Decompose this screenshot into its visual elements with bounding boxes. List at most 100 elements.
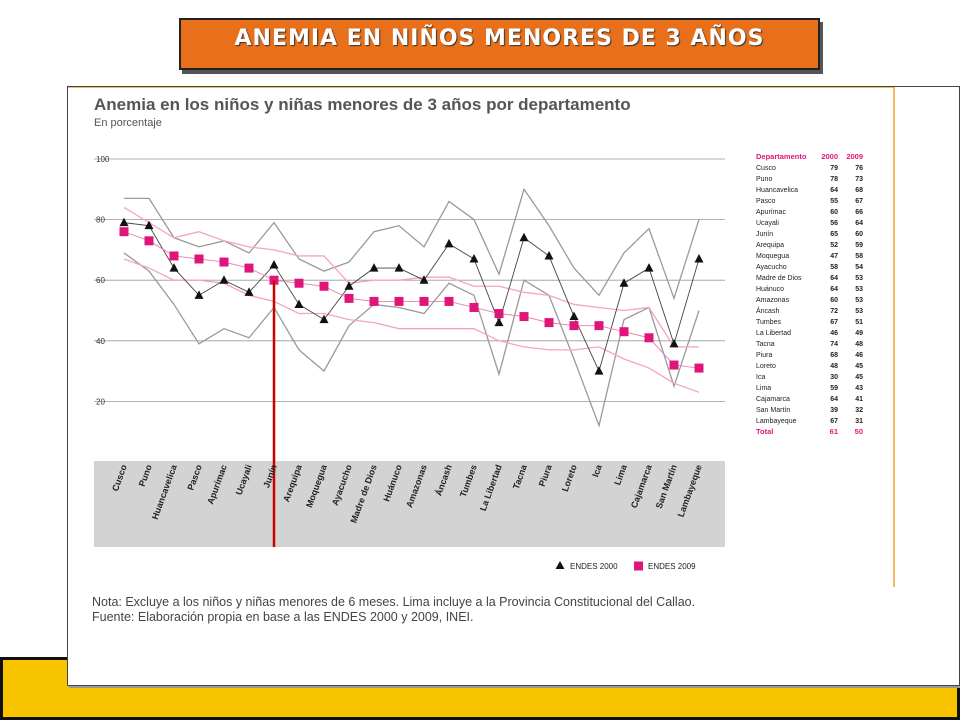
table-cell-2000: 64 bbox=[830, 286, 838, 293]
point-2000-Arequipa bbox=[294, 299, 304, 308]
table-cell-departamento: Arequipa bbox=[756, 242, 784, 249]
table-cell-2009: 46 bbox=[855, 352, 863, 359]
point-2000-Apurímac bbox=[219, 275, 229, 284]
table-total-2009: 50 bbox=[855, 427, 863, 436]
table-cell-2000: 79 bbox=[830, 165, 838, 172]
ci-2009-upper-line bbox=[123, 206, 699, 348]
table-cell-2000: 47 bbox=[830, 253, 838, 260]
table-cell-2009: 53 bbox=[855, 297, 863, 304]
table-cell-2009: 48 bbox=[855, 341, 863, 348]
point-2000-Huánuco bbox=[394, 263, 404, 272]
chart-notes: Nota: Excluye a los niños y niñas menore… bbox=[92, 595, 695, 625]
line-chart: 20 40 60 80 100 Cusco Puno Huancavelica Pasco Apu… bbox=[68, 87, 895, 587]
point-2009-Piura bbox=[544, 318, 554, 328]
table-cell-2000: 60 bbox=[830, 297, 838, 304]
table-cell-2009: 45 bbox=[855, 363, 863, 370]
table-cell-2009: 54 bbox=[855, 264, 863, 271]
table-cell-departamento: Amazonas bbox=[756, 297, 790, 304]
table-cell-2000: 78 bbox=[830, 176, 838, 183]
point-2009-La Libertad bbox=[494, 309, 504, 319]
table-cell-2009: 53 bbox=[855, 275, 863, 282]
table-cell-departamento: Pasco bbox=[756, 198, 776, 205]
point-2009-Cusco bbox=[119, 227, 129, 237]
table-cell-departamento: Loreto bbox=[756, 363, 776, 370]
point-2009-Apurímac bbox=[219, 257, 229, 267]
table-cell-2000: 46 bbox=[830, 330, 838, 337]
table-cell-departamento: Cusco bbox=[756, 165, 776, 172]
table-cell-2000: 58 bbox=[830, 264, 838, 271]
table-cell-departamento: Puno bbox=[756, 176, 772, 183]
point-2009-Áncash bbox=[444, 296, 454, 306]
table-cell-2009: 45 bbox=[855, 374, 863, 381]
point-2000-Piura bbox=[544, 250, 554, 260]
point-2000-Amazonas bbox=[419, 275, 429, 284]
x-tick-label: Ica bbox=[590, 462, 604, 478]
table-cell-2009: 51 bbox=[855, 319, 863, 326]
series-2009-line bbox=[123, 231, 700, 369]
table-cell-departamento: Lambayeque bbox=[756, 418, 797, 425]
y-tick-label: 100 bbox=[96, 155, 110, 164]
point-2009-Lima bbox=[619, 327, 629, 337]
point-2000-Ica bbox=[594, 366, 604, 375]
point-2000-Huancavelica bbox=[169, 263, 179, 272]
legend-label-2009: ENDES 2009 bbox=[648, 562, 696, 571]
table-cell-2000: 67 bbox=[830, 418, 838, 425]
point-2000-Madre de Dios bbox=[369, 263, 379, 272]
legend-marker-2009 bbox=[634, 561, 643, 571]
point-2000-Cusco bbox=[119, 217, 129, 227]
point-2009-Loreto bbox=[569, 321, 579, 331]
table-cell-2000: 72 bbox=[830, 308, 838, 315]
point-2000-Cajamarca bbox=[644, 263, 654, 272]
table-cell-2009: 76 bbox=[855, 165, 863, 172]
point-2000-Lima bbox=[619, 278, 629, 287]
table-cell-2009: 58 bbox=[855, 253, 863, 260]
table-cell-2000: 39 bbox=[830, 407, 838, 414]
table-cell-2000: 65 bbox=[830, 231, 838, 238]
table-cell-2009: 60 bbox=[855, 231, 863, 238]
table-cell-departamento: Junín bbox=[756, 231, 773, 238]
point-2000-San Martín bbox=[669, 338, 679, 348]
banner-title: ANEMIA EN NIÑOS MENORES DE 3 AÑOS bbox=[234, 26, 765, 51]
point-2009-Lambayeque bbox=[694, 363, 704, 373]
table-cell-departamento: Ucayali bbox=[756, 220, 779, 227]
table-cell-departamento: Huánuco bbox=[756, 286, 784, 293]
table-cell-departamento: Madre de Dios bbox=[756, 275, 802, 282]
point-2009-Pasco bbox=[194, 254, 204, 264]
table-cell-2009: 67 bbox=[855, 198, 863, 205]
table-cell-departamento: La Libertad bbox=[756, 330, 791, 337]
chart-title: Anemia en los niños y niñas menores de 3… bbox=[94, 95, 631, 114]
table-cell-2009: 43 bbox=[855, 385, 863, 392]
point-2009-Ica bbox=[594, 321, 604, 331]
table-cell-2000: 30 bbox=[830, 374, 838, 381]
ci-2000-lower-line bbox=[123, 252, 700, 428]
table-cell-2000: 55 bbox=[830, 198, 838, 205]
table-cell-2000: 52 bbox=[830, 242, 838, 249]
table-cell-departamento: Ayacucho bbox=[756, 264, 787, 271]
table-cell-2000: 48 bbox=[830, 363, 838, 370]
point-2009-Ucayali bbox=[244, 263, 254, 273]
table-cell-departamento: Cajamarca bbox=[756, 396, 790, 403]
point-2000-Ucayali bbox=[244, 287, 254, 296]
table-cell-2009: 59 bbox=[855, 242, 863, 249]
point-2000-Lambayeque bbox=[694, 253, 704, 263]
table-cell-2009: 49 bbox=[855, 330, 863, 337]
table-cell-2009: 73 bbox=[855, 176, 863, 183]
table-cell-2000: 59 bbox=[830, 385, 838, 392]
table-cell-2000: 64 bbox=[830, 187, 838, 194]
point-2009-Huánuco bbox=[394, 296, 404, 306]
point-2000-Tumbes bbox=[469, 253, 479, 263]
table-header: 2009 bbox=[846, 152, 863, 161]
table-cell-departamento: Moquegua bbox=[756, 253, 789, 260]
title-banner: ANEMIA EN NIÑOS MENORES DE 3 AÑOS bbox=[179, 18, 820, 70]
table-cell-2009: 53 bbox=[855, 308, 863, 315]
point-2000-Loreto bbox=[569, 311, 579, 321]
ci-2000-upper-line bbox=[124, 187, 700, 301]
table-cell-departamento: Ica bbox=[756, 374, 765, 381]
point-2000-La Libertad bbox=[494, 317, 504, 327]
table-cell-departamento: Tumbes bbox=[756, 319, 782, 326]
table-cell-2009: 68 bbox=[855, 187, 863, 194]
point-2009-Arequipa bbox=[294, 278, 304, 288]
y-tick-label: 60 bbox=[96, 276, 105, 285]
table-cell-departamento: Lima bbox=[756, 385, 771, 392]
point-2009-Moquegua bbox=[319, 281, 329, 291]
